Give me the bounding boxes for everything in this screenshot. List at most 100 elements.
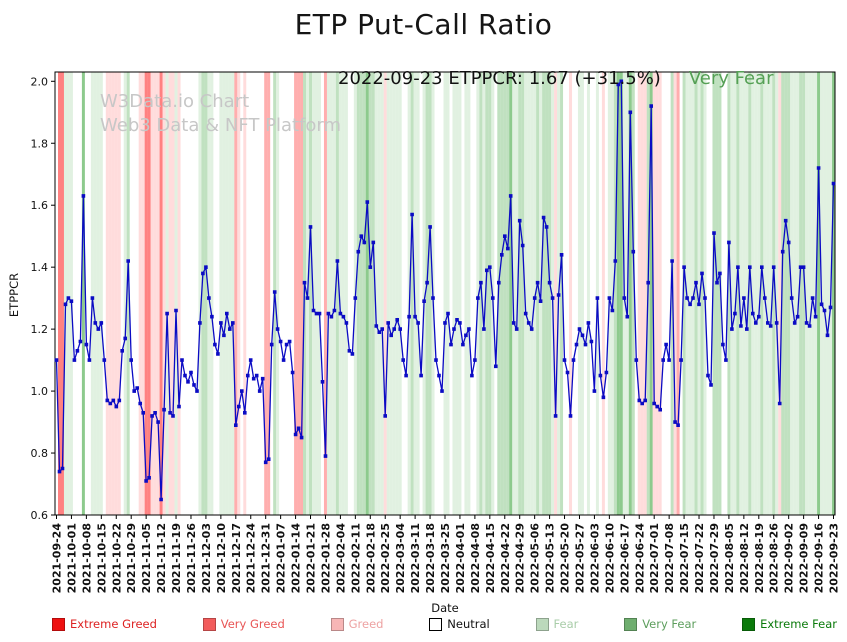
sentiment-band-fear — [395, 72, 399, 515]
sentiment-band-very_fear — [781, 72, 785, 515]
sentiment-band-fear — [766, 72, 770, 515]
sentiment-band-fear — [467, 72, 471, 515]
sentiment-band-greed — [162, 72, 166, 515]
legend-label-neutral: Neutral — [447, 617, 490, 631]
sentiment-band-very_fear — [548, 72, 552, 515]
sentiment-band-very_greed — [323, 72, 327, 515]
sentiment-band-fear — [377, 72, 381, 515]
x-tick-label: 2022-03-04 — [394, 523, 407, 594]
sentiment-band-greed — [383, 72, 387, 515]
sentiment-band-fear — [225, 72, 229, 515]
sentiment-band-fear — [739, 72, 743, 515]
watermark: W3Data.io Chart Web3 Data & NFT Platform — [100, 90, 341, 138]
sentiment-band-very_fear — [500, 72, 504, 515]
legend-item-fear: Fear — [535, 617, 578, 631]
sentiment-band-extreme_fear — [509, 72, 513, 515]
sentiment-band-very_fear — [682, 72, 686, 515]
sentiment-band-fear — [326, 72, 330, 515]
sentiment-band-fear — [380, 72, 384, 515]
x-tick-label: 2022-08-19 — [753, 523, 766, 593]
sentiment-band-fear — [595, 72, 599, 515]
sentiment-band-fear — [219, 72, 223, 515]
sentiment-band-greed — [601, 72, 605, 515]
sentiment-band-fear — [742, 72, 746, 515]
sentiment-band-greed — [673, 72, 677, 515]
sentiment-band-very_fear — [479, 72, 483, 515]
sentiment-band-very_fear — [518, 72, 522, 515]
x-tick-label: 2022-07-01 — [648, 523, 661, 593]
sentiment-band-extreme_fear — [81, 72, 85, 515]
sentiment-band-greed — [243, 72, 247, 515]
x-tick-label: 2022-08-05 — [723, 523, 736, 593]
sentiment-band-very_greed — [234, 72, 238, 515]
watermark-line1: W3Data.io Chart — [100, 91, 250, 112]
x-tick-label: 2021-12-24 — [245, 523, 258, 594]
sentiment-band-fear — [446, 72, 450, 515]
x-tick-label: 2022-07-15 — [678, 523, 691, 593]
x-tick-label: 2021-12-10 — [215, 523, 228, 594]
sentiment-band-very_fear — [736, 72, 740, 515]
sentiment-band-very_fear — [631, 72, 635, 515]
x-tick-label: 2022-09-16 — [813, 523, 826, 594]
sentiment-band-fear — [697, 72, 701, 515]
sentiment-band-greed — [237, 72, 241, 515]
x-tick-label: 2022-06-24 — [633, 523, 646, 594]
sentiment-band-fear — [452, 72, 456, 515]
sentiment-band-extreme_greed — [57, 72, 61, 515]
y-tick-label: 1.0 — [31, 385, 49, 398]
sentiment-band-fear — [754, 72, 758, 515]
x-tick-label: 2021-10-15 — [95, 523, 108, 593]
chart-title: ETP Put-Call Ratio — [294, 8, 553, 41]
x-tick-label: 2022-01-21 — [305, 523, 318, 593]
legend-label-very_greed: Very Greed — [220, 617, 285, 631]
sentiment-band-greed — [637, 72, 641, 515]
x-tick-label: 2021-12-03 — [200, 523, 213, 593]
x-tick-label: 2021-09-24 — [50, 523, 63, 594]
sentiment-band-very_fear — [748, 72, 752, 515]
sentiment-band-very_fear — [201, 72, 205, 515]
sentiment-band-very_fear — [536, 72, 540, 515]
legend-swatch-extreme_greed — [52, 617, 65, 631]
sentiment-band-fear — [580, 72, 584, 515]
sentiment-band-fear — [386, 72, 390, 515]
sentiment-band-greed — [569, 72, 573, 515]
sentiment-band-fear — [413, 72, 417, 515]
sentiment-band-extreme_fear — [619, 72, 623, 515]
sentiment-band-fear — [512, 72, 516, 515]
sentiment-band-extreme_fear — [616, 72, 620, 515]
sentiment-band-greed — [640, 72, 644, 515]
x-tick-label: 2021-10-01 — [65, 523, 78, 593]
legend-item-neutral: Neutral — [429, 617, 490, 631]
sentiment-band-greed — [554, 72, 558, 515]
sentiment-band-very_fear — [506, 72, 510, 515]
sentiment-band-fear — [398, 72, 402, 515]
x-tick-label: 2022-09-23 — [828, 523, 841, 593]
sentiment-band-greed — [150, 72, 154, 515]
x-tick-label: 2021-11-26 — [185, 523, 198, 594]
sentiment-band-fear — [527, 72, 531, 515]
sentiment-band-greed — [117, 72, 121, 515]
sentiment-band-extreme_fear — [628, 72, 632, 515]
sentiment-band-fear — [222, 72, 226, 515]
legend-item-very_fear: Very Fear — [624, 617, 696, 631]
sentiment-band-fear — [341, 72, 345, 515]
sentiment-band-fear — [392, 72, 396, 515]
sentiment-band-fear — [733, 72, 737, 515]
sentiment-band-fear — [338, 72, 342, 515]
y-tick-label: 1.2 — [31, 323, 49, 336]
sentiment-band-fear — [688, 72, 692, 515]
sentiment-band-very_fear — [428, 72, 432, 515]
sentiment-band-fear — [93, 72, 97, 515]
sentiment-band-fear — [464, 72, 468, 515]
x-tick-label: 2021-12-17 — [230, 523, 243, 593]
y-tick-label: 0.6 — [31, 509, 49, 522]
x-tick-label: 2022-02-25 — [379, 523, 392, 593]
sentiment-band-fear — [482, 72, 486, 515]
sentiment-band-very_fear — [126, 72, 130, 515]
sentiment-band-fear — [586, 72, 590, 515]
x-tick-label: 2022-05-13 — [544, 523, 557, 593]
y-tick-label: 1.8 — [31, 137, 49, 150]
sentiment-band-fear — [374, 72, 378, 515]
sentiment-band-fear — [530, 72, 534, 515]
sentiment-band-greed — [138, 72, 142, 515]
